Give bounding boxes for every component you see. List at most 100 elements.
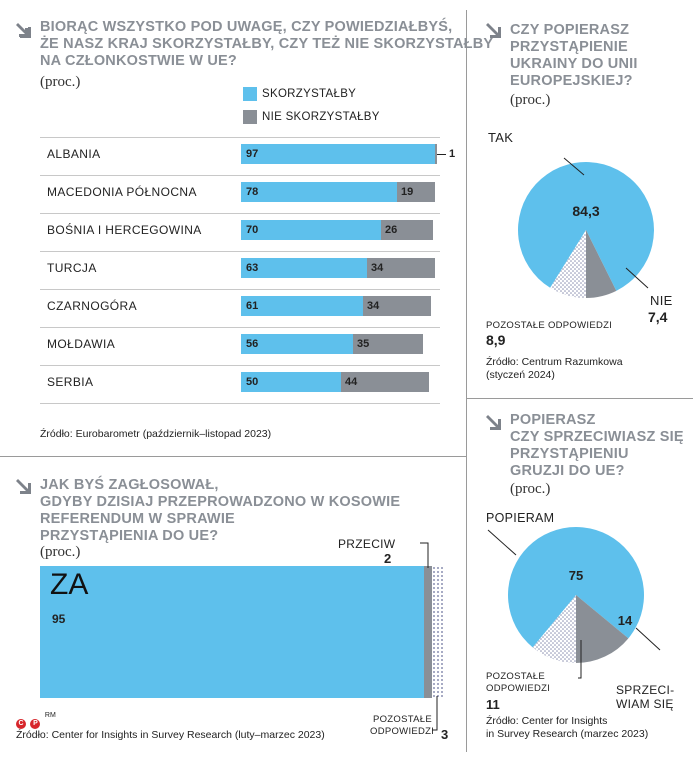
category-label: BOŚNIA I HERCEGOWINA (47, 223, 202, 237)
segment-against (423, 566, 432, 698)
legend-label-no-benefit: NIE SKORZYSTAŁBY (262, 111, 380, 123)
category-label: CZARNOGÓRA (47, 299, 138, 313)
label-against: PRZECIW (338, 537, 396, 551)
pie-chart-ukraine: 84,3 (518, 157, 654, 298)
bar-no-benefit (341, 372, 429, 392)
slice-value-oppose: 14 (618, 613, 633, 628)
value-other-kosovo: 3 (441, 727, 449, 742)
leader-line (625, 267, 649, 289)
pie-slice-no (586, 230, 617, 298)
bar-benefit (241, 334, 353, 354)
pie-slice-support (508, 527, 644, 648)
kosovo-stacked-bar (40, 566, 444, 698)
bar-value-benefit: 70 (246, 224, 259, 236)
label-for: ZA (50, 568, 89, 601)
row-separator (40, 327, 440, 328)
bar-benefit (241, 258, 367, 278)
row-separator (40, 251, 440, 252)
leader-line (578, 640, 582, 679)
leader-line (432, 696, 438, 731)
bar-benefit (241, 144, 435, 164)
label-other: POZOSTAŁE ODPOWIEDZI (486, 320, 613, 331)
bar-no-benefit (397, 182, 435, 202)
category-label: MACEDONIA PÓŁNOCNA (47, 185, 197, 199)
value-no: 7,4 (648, 309, 668, 325)
panel1-unit: (proc.) (40, 74, 81, 90)
bar-value-no-benefit: 34 (367, 300, 380, 312)
arrow-icon (16, 23, 31, 38)
bar-benefit (241, 372, 341, 392)
panel4-source: Źródło: Center for Insights in Survey Re… (486, 715, 649, 740)
row-separator (40, 137, 440, 138)
bar-no-benefit (381, 220, 433, 240)
row-separator (40, 213, 440, 214)
leader-line (563, 157, 585, 176)
credit: RM (44, 712, 56, 719)
bar-value-no-benefit: 26 (385, 224, 398, 236)
category-label: MOŁDAWIA (47, 337, 116, 351)
pie-chart-georgia: 75 14 (487, 527, 661, 679)
bar-value-no-benefit: 35 (357, 338, 370, 350)
value-against: 2 (384, 551, 392, 566)
bar-value-no-benefit: 19 (401, 186, 414, 198)
segment-for (40, 566, 424, 698)
row-separator (40, 289, 440, 290)
arrow-icon (486, 23, 501, 38)
panel1-title: BIORĄC WSZYSTKO POD UWAGĘ, CZY POWIEDZIA… (40, 19, 494, 69)
bar-no-benefit (435, 144, 437, 164)
label-yes: TAK (488, 130, 514, 145)
pie-slice-other (550, 230, 586, 298)
bar-value-no-benefit: 34 (371, 262, 384, 274)
label-other-kosovo: POZOSTAŁE ODPOWIEDZI (370, 714, 435, 737)
category-label: SERBIA (47, 375, 94, 389)
legend-label-benefit: SKORZYSTAŁBY (262, 88, 357, 100)
bar-benefit (241, 182, 397, 202)
bar-benefit (241, 296, 363, 316)
copyright-icon: P (30, 719, 41, 729)
category-label: TURCJA (47, 261, 97, 275)
arrow-icon (16, 479, 31, 494)
leader-line (437, 154, 446, 155)
bar-value-no-benefit: 44 (345, 376, 358, 388)
leader-line (635, 627, 661, 651)
panel1-source: Źródło: Eurobarometr (październik–listop… (40, 428, 272, 440)
bar-no-benefit (367, 258, 435, 278)
slice-value-support: 75 (569, 568, 583, 583)
row-separator (40, 175, 440, 176)
label-no: NIE (650, 293, 673, 308)
arrow-icon (486, 415, 501, 430)
panel2-unit: (proc.) (510, 92, 551, 108)
panel3-source: Źródło: Center for Insights in Survey Re… (16, 729, 325, 741)
value-other-georgia: 11 (486, 697, 500, 712)
pie-slice-yes (518, 162, 654, 291)
panel2-source: Źródło: Centrum Razumkowa (styczeń 2024) (486, 356, 623, 381)
divider-left (0, 456, 466, 457)
bar-value-benefit: 63 (246, 262, 259, 274)
category-label: ALBANIA (47, 147, 101, 161)
label-oppose: SPRZECI- WIAM SIĘ (616, 683, 675, 711)
bar-value-no-benefit: 1 (449, 148, 456, 160)
divider-right (466, 398, 693, 399)
bar-no-benefit (363, 296, 431, 316)
legend-swatch-benefit (243, 87, 257, 101)
bar-value-benefit: 78 (246, 186, 259, 198)
bar-value-benefit: 56 (246, 338, 259, 350)
panel4-title: POPIERASZ CZY SPRZECIWIASZ SIĘ PRZYSTĄPI… (510, 412, 684, 479)
pie-slice-oppose (576, 595, 629, 663)
bar-benefit (241, 220, 381, 240)
panel3-title: JAK BYŚ ZAGŁOSOWAŁ, GDYBY DZISIAJ PRZEPR… (40, 477, 401, 544)
bar-value-benefit: 50 (246, 376, 259, 388)
copyright-mark: C P RM (16, 712, 56, 730)
copyright-icon: C (16, 719, 26, 729)
legend-swatch-no-benefit (243, 110, 257, 124)
bar-value-benefit: 97 (246, 148, 259, 160)
segment-other (431, 566, 444, 698)
pie-slice-other (532, 595, 576, 663)
row-separator (40, 365, 440, 366)
slice-value-yes: 84,3 (572, 203, 599, 219)
panel2-title: CZY POPIERASZ PRZYSTĄPIENIE UKRAINY DO U… (510, 22, 638, 89)
label-other-georgia: POZOSTAŁE ODPOWIEDZI (486, 671, 551, 694)
bar-value-benefit: 61 (246, 300, 259, 312)
divider-vertical (466, 10, 467, 752)
row-separator (40, 403, 440, 404)
